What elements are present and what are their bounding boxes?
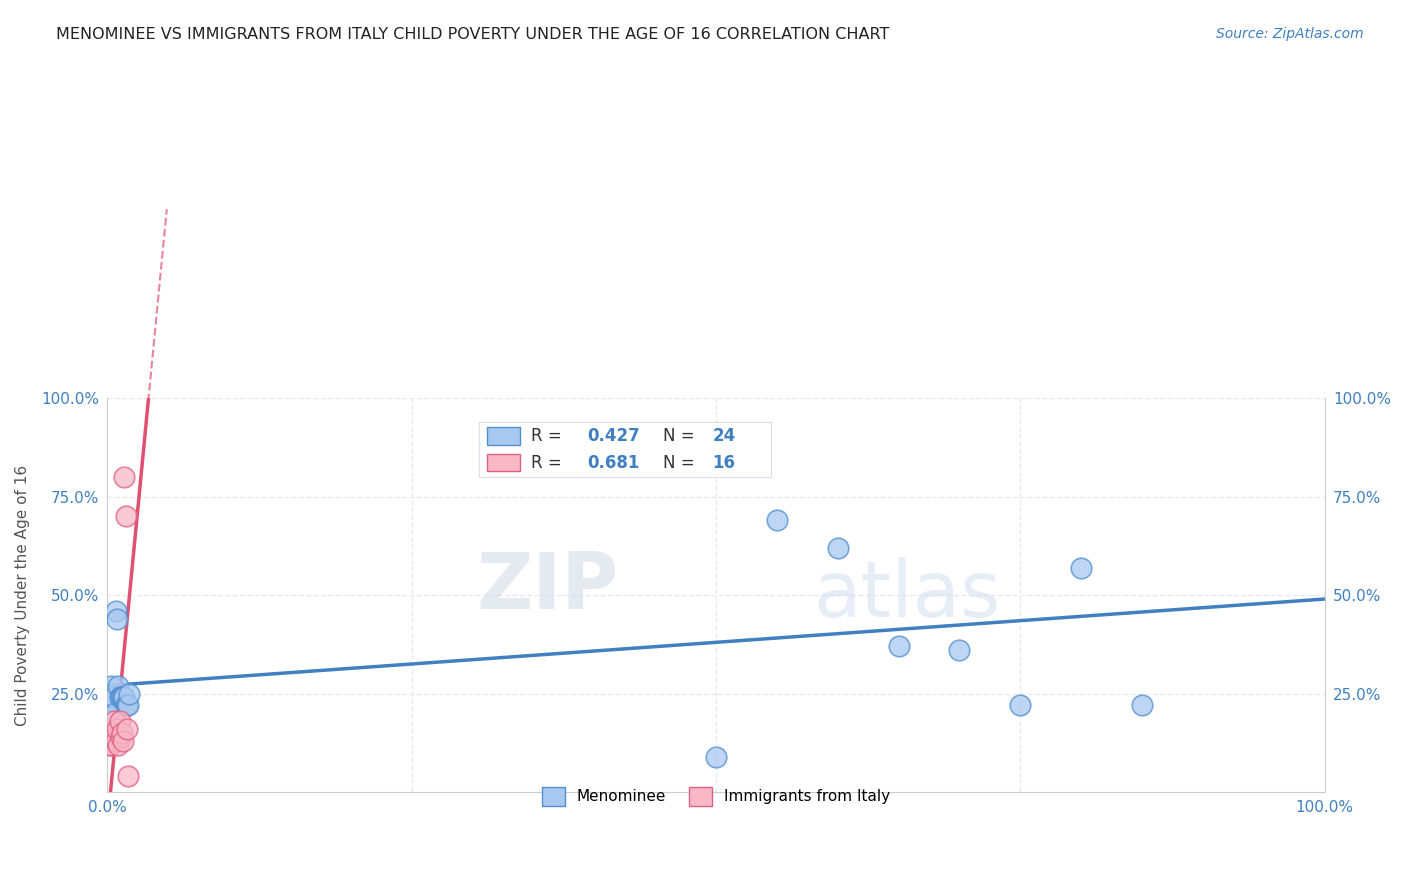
Text: Source: ZipAtlas.com: Source: ZipAtlas.com bbox=[1216, 27, 1364, 41]
Point bbox=[104, 733, 127, 747]
Point bbox=[1130, 698, 1153, 713]
Point bbox=[704, 749, 727, 764]
Point bbox=[114, 698, 136, 713]
Point bbox=[107, 738, 129, 752]
Point bbox=[115, 722, 138, 736]
Point bbox=[887, 640, 910, 654]
Point bbox=[114, 509, 136, 524]
Point bbox=[108, 690, 131, 705]
Text: atlas: atlas bbox=[814, 558, 1001, 633]
Point bbox=[948, 643, 970, 657]
Point bbox=[112, 733, 135, 747]
Point bbox=[110, 730, 132, 744]
Point bbox=[101, 694, 124, 708]
Point bbox=[117, 769, 139, 783]
Point bbox=[115, 698, 138, 713]
Point bbox=[108, 714, 131, 728]
Point bbox=[104, 706, 127, 721]
Point bbox=[104, 604, 127, 618]
Legend: Menominee, Immigrants from Italy: Menominee, Immigrants from Italy bbox=[536, 781, 897, 812]
Point bbox=[1070, 560, 1092, 574]
Point bbox=[104, 730, 127, 744]
Text: ZIP: ZIP bbox=[477, 549, 619, 625]
Point bbox=[827, 541, 849, 555]
Point bbox=[114, 690, 136, 705]
Text: MENOMINEE VS IMMIGRANTS FROM ITALY CHILD POVERTY UNDER THE AGE OF 16 CORRELATION: MENOMINEE VS IMMIGRANTS FROM ITALY CHILD… bbox=[56, 27, 890, 42]
Point bbox=[111, 690, 134, 705]
Point bbox=[1010, 698, 1032, 713]
Point bbox=[105, 612, 128, 626]
Point bbox=[110, 690, 132, 705]
Point bbox=[103, 690, 125, 705]
Point bbox=[98, 738, 121, 752]
Point bbox=[118, 686, 141, 700]
Point bbox=[101, 726, 124, 740]
Point bbox=[114, 470, 136, 484]
Point bbox=[112, 690, 135, 705]
Point bbox=[766, 513, 789, 527]
Point bbox=[117, 698, 139, 713]
Point bbox=[100, 738, 122, 752]
Y-axis label: Child Poverty Under the Age of 16: Child Poverty Under the Age of 16 bbox=[15, 465, 30, 726]
Point bbox=[107, 679, 129, 693]
Point bbox=[100, 679, 122, 693]
Point bbox=[103, 714, 125, 728]
Point bbox=[111, 726, 134, 740]
Point bbox=[105, 722, 128, 736]
